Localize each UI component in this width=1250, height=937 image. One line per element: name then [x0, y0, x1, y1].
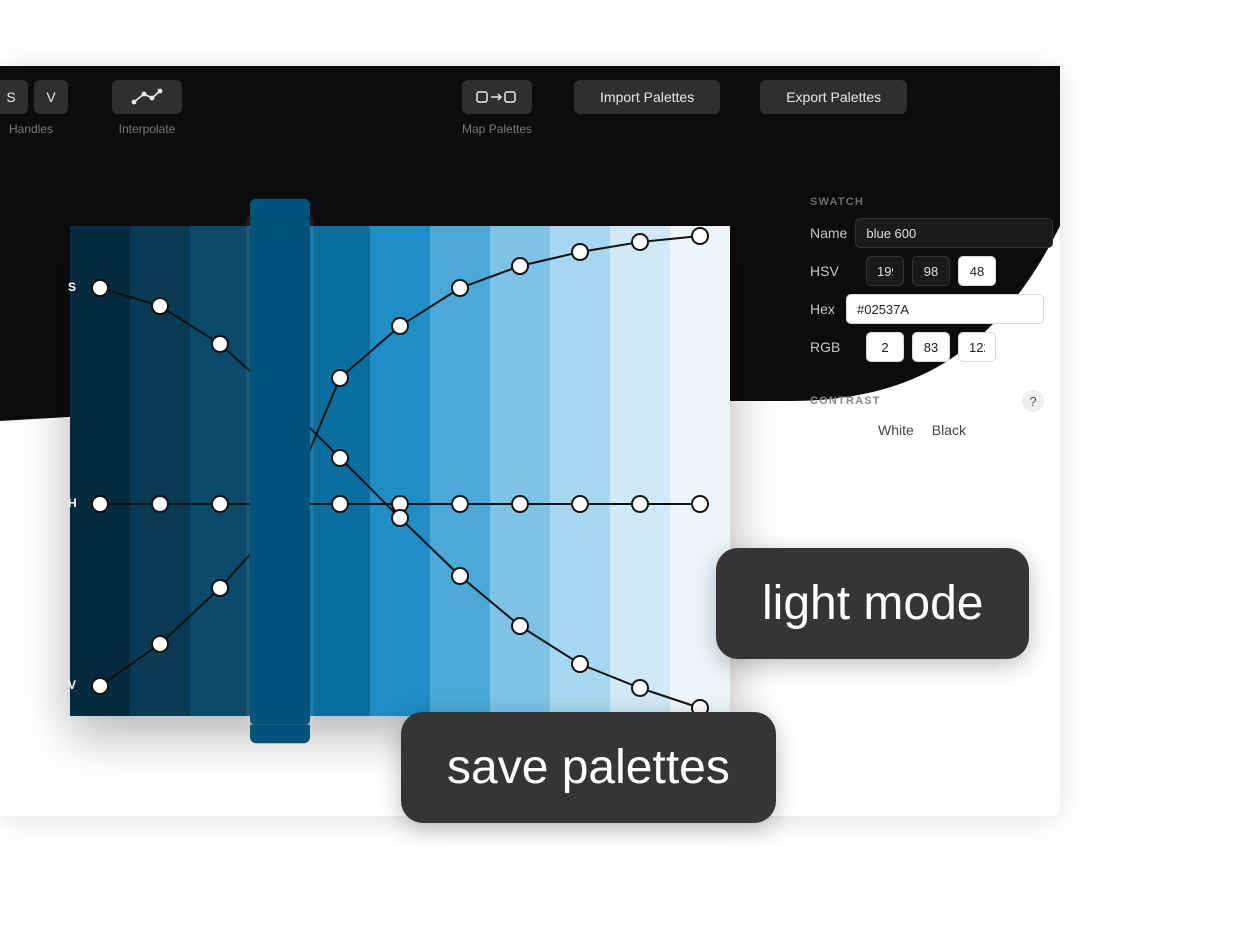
curve-down-point-6[interactable]: [452, 568, 468, 584]
curve-down-point-8[interactable]: [572, 656, 588, 672]
contrast-section-title: CONTRAST: [810, 395, 881, 407]
curve-up: [100, 236, 700, 686]
handles-v-button[interactable]: V: [34, 80, 68, 114]
hex-input[interactable]: [846, 294, 1044, 324]
curve-h-point-0[interactable]: [92, 496, 108, 512]
map-palettes-button[interactable]: [462, 80, 532, 114]
curve-h-point-2[interactable]: [212, 496, 228, 512]
curve-down-point-4[interactable]: [332, 450, 348, 466]
rgb-r-input[interactable]: [866, 332, 904, 362]
curve-h-point-10[interactable]: [692, 496, 708, 512]
hsv-s-input[interactable]: [912, 256, 950, 286]
interpolate-button[interactable]: [112, 80, 182, 114]
swatch-name-input[interactable]: [855, 218, 1053, 248]
curve-up-point-5[interactable]: [392, 318, 408, 334]
contrast-col-black: Black: [932, 422, 966, 438]
curve-down-point-2[interactable]: [212, 336, 228, 352]
hsv-h-input[interactable]: [866, 256, 904, 286]
handles-s-button[interactable]: S: [0, 80, 28, 114]
curve-up-point-6[interactable]: [452, 280, 468, 296]
curve-h-point-4[interactable]: [332, 496, 348, 512]
curve-up-point-4[interactable]: [332, 370, 348, 386]
curve-h-point-7[interactable]: [512, 496, 528, 512]
curve-h-point-6[interactable]: [452, 496, 468, 512]
map-palettes-icon: [475, 89, 519, 105]
curve-up-point-1[interactable]: [152, 636, 168, 652]
curve-down-point-7[interactable]: [512, 618, 528, 634]
contrast-col-white: White: [878, 422, 914, 438]
palette-chart: S H V: [70, 226, 730, 716]
hsv-label: HSV: [810, 263, 858, 279]
curve-h-point-8[interactable]: [572, 496, 588, 512]
axis-label-v: V: [68, 678, 76, 692]
curve-up-point-8[interactable]: [572, 244, 588, 260]
swatch-3[interactable]: [250, 217, 310, 724]
swatch-sidebar: SWATCH Name HSV Hex RGB CONTRAST ?: [810, 196, 1044, 438]
interpolate-icon: [130, 88, 164, 106]
rgb-b-input[interactable]: [958, 332, 996, 362]
hsv-v-input[interactable]: [958, 256, 996, 286]
curve-down-point-0[interactable]: [92, 280, 108, 296]
curve-up-point-2[interactable]: [212, 580, 228, 596]
import-palettes-button[interactable]: Import Palettes: [574, 80, 720, 114]
hex-label: Hex: [810, 301, 838, 317]
toolbar: S V Handles Interpolate: [0, 66, 1060, 158]
app-window: S V Handles Interpolate: [0, 66, 1060, 816]
curve-up-point-9[interactable]: [632, 234, 648, 250]
curve-down-point-5[interactable]: [392, 510, 408, 526]
curve-down-point-1[interactable]: [152, 298, 168, 314]
interpolate-label: Interpolate: [119, 122, 176, 136]
handles-label: Handles: [9, 122, 53, 136]
swatch-section-title: SWATCH: [810, 196, 1044, 208]
badge-save-palettes: save palettes: [401, 712, 776, 823]
name-label: Name: [810, 225, 847, 241]
contrast-help-button[interactable]: ?: [1022, 390, 1044, 412]
curve-up-point-10[interactable]: [692, 228, 708, 244]
export-palettes-button[interactable]: Export Palettes: [760, 80, 907, 114]
curve-h-point-1[interactable]: [152, 496, 168, 512]
curve-down-point-9[interactable]: [632, 680, 648, 696]
curve-up-point-7[interactable]: [512, 258, 528, 274]
axis-label-s: S: [68, 280, 76, 294]
rgb-label: RGB: [810, 339, 858, 355]
axis-label-h: H: [68, 496, 77, 510]
curve-up-point-0[interactable]: [92, 678, 108, 694]
chart-curves: [60, 216, 740, 726]
map-palettes-label: Map Palettes: [462, 122, 532, 136]
rgb-g-input[interactable]: [912, 332, 950, 362]
curve-h-point-9[interactable]: [632, 496, 648, 512]
badge-light-mode: light mode: [716, 548, 1029, 659]
